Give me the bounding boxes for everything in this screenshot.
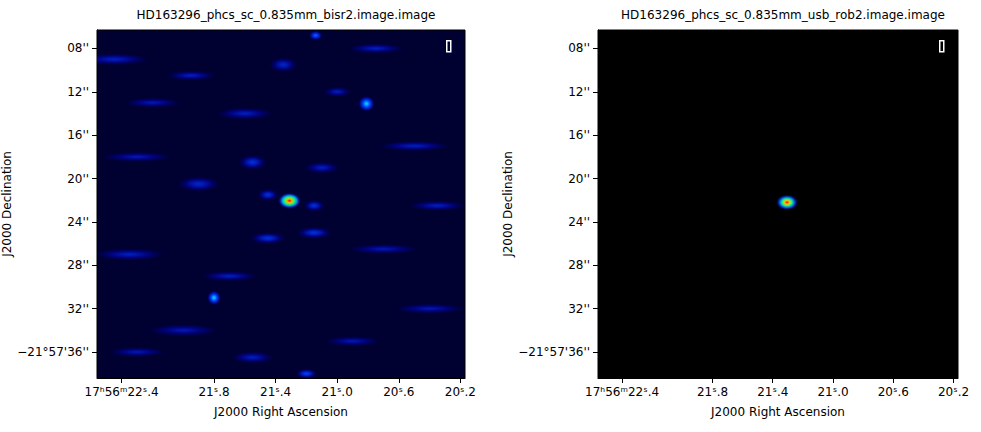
svg-text:HD163296_phcs_sc_0.835mm_usb_r: HD163296_phcs_sc_0.835mm_usb_rob2.image.… <box>621 8 945 22</box>
svg-text:16'': 16'' <box>67 128 89 142</box>
svg-text:20ˢ.2: 20ˢ.2 <box>445 385 476 399</box>
svg-text:28'': 28'' <box>67 258 89 272</box>
svg-text:28'': 28'' <box>568 258 590 272</box>
svg-text:J2000 Declination: J2000 Declination <box>501 151 515 258</box>
svg-text:16'': 16'' <box>568 128 590 142</box>
svg-text:21ˢ.0: 21ˢ.0 <box>817 385 848 399</box>
svg-text:20'': 20'' <box>67 172 89 186</box>
svg-text:J2000 Right Ascension: J2000 Right Ascension <box>213 405 348 419</box>
svg-text:HD163296_phcs_sc_0.835mm_bisr2: HD163296_phcs_sc_0.835mm_bisr2.image.ima… <box>137 8 436 22</box>
svg-text:20ˢ.2: 20ˢ.2 <box>938 385 969 399</box>
svg-text:20ˢ.6: 20ˢ.6 <box>878 385 909 399</box>
svg-text:21ˢ.8: 21ˢ.8 <box>198 385 229 399</box>
svg-text:20ˢ.6: 20ˢ.6 <box>383 385 414 399</box>
svg-text:J2000 Right Ascension: J2000 Right Ascension <box>710 405 845 419</box>
svg-text:24'': 24'' <box>568 215 590 229</box>
svg-text:−21°57'36'': −21°57'36'' <box>518 345 590 359</box>
svg-text:21ˢ.4: 21ˢ.4 <box>757 385 788 399</box>
svg-text:12'': 12'' <box>67 85 89 99</box>
svg-text:17ʰ56ᵐ22ˢ.4: 17ʰ56ᵐ22ˢ.4 <box>585 385 659 399</box>
svg-text:21ˢ.4: 21ˢ.4 <box>260 385 291 399</box>
svg-text:21ˢ.0: 21ˢ.0 <box>322 385 353 399</box>
svg-text:20'': 20'' <box>568 172 590 186</box>
svg-text:21ˢ.8: 21ˢ.8 <box>697 385 728 399</box>
svg-text:17ʰ56ᵐ22ˢ.4: 17ʰ56ᵐ22ˢ.4 <box>85 385 159 399</box>
svg-text:12'': 12'' <box>568 85 590 99</box>
svg-text:08'': 08'' <box>568 41 590 55</box>
svg-text:32'': 32'' <box>67 302 89 316</box>
svg-text:08'': 08'' <box>67 41 89 55</box>
svg-text:32'': 32'' <box>568 302 590 316</box>
svg-text:J2000 Declination: J2000 Declination <box>0 151 14 258</box>
svg-text:24'': 24'' <box>67 215 89 229</box>
svg-text:−21°57'36'': −21°57'36'' <box>17 345 89 359</box>
